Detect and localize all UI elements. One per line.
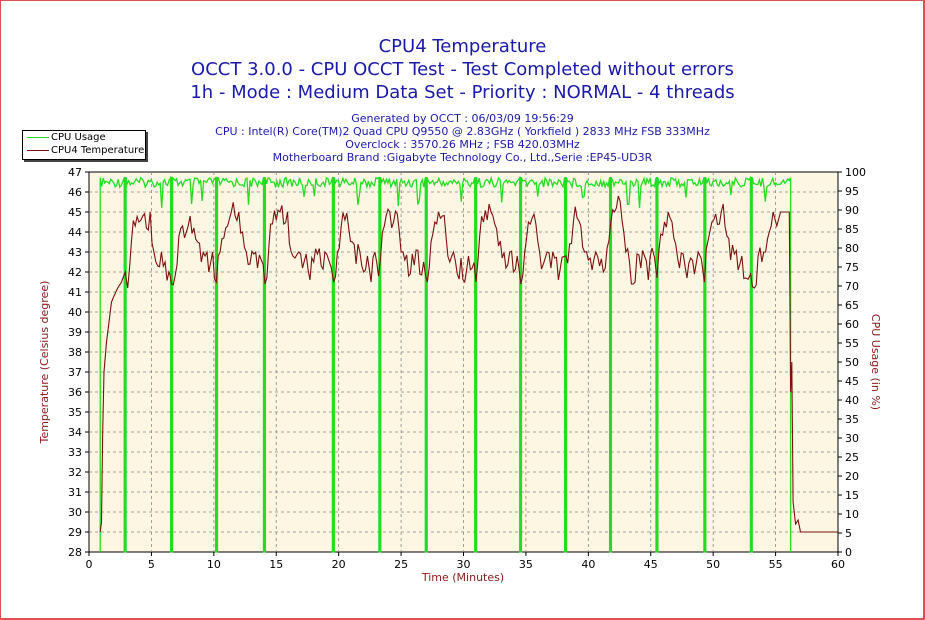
y-left-tick-label: 31: [68, 486, 82, 499]
y-right-tick-label: 45: [845, 375, 859, 388]
y-right-tick-label: 0: [845, 546, 852, 559]
y-left-tick-label: 45: [68, 206, 82, 219]
y-left-tick-label: 39: [68, 326, 82, 339]
plot-area: [88, 171, 839, 553]
legend-swatch-cpu-usage: [27, 137, 49, 138]
x-tick-label: 5: [148, 558, 155, 571]
info-motherboard: Motherboard Brand :Gigabyte Technology C…: [272, 151, 653, 164]
legend-label-cpu-usage: CPU Usage: [51, 132, 106, 143]
x-tick-label: 35: [519, 558, 533, 571]
y-right-tick-label: 35: [845, 413, 859, 426]
y-right-tick-label: 15: [845, 489, 859, 502]
x-tick-label: 55: [769, 558, 783, 571]
chart-legend: CPU Usage CPU4 Temperature: [22, 130, 146, 160]
y-right-tick-label: 40: [845, 394, 859, 407]
y-right-tick-label: 90: [845, 204, 859, 217]
x-tick-label: 45: [644, 558, 658, 571]
cpu-usage-series-line: [99, 175, 792, 553]
y-right-tick-label: 25: [845, 451, 859, 464]
y-right-tick-label: 55: [845, 337, 859, 350]
chart-subtitle-2: 1h - Mode : Medium Data Set - Priority :…: [190, 82, 735, 103]
cpu-temperature-series-line: [99, 195, 838, 533]
y-left-tick-label: 42: [68, 266, 82, 279]
y-left-tick-label: 35: [68, 406, 82, 419]
y-right-tick-label: 50: [845, 356, 859, 369]
y-left-tick-label: 33: [68, 446, 82, 459]
chart-subtitle-1: OCCT 3.0.0 - CPU OCCT Test - Test Comple…: [191, 59, 734, 80]
y-left-axis-ticks: 28 29 30 31 32 33 34 35 36 37 38 39 40 41 42 43 44 45 46 47: [68, 166, 89, 559]
y-right-axis-ticks: 0 5 10 15 20 25 30 35 40 45 50 55 60 65 70 75 80 85 90 95 10…: [838, 166, 866, 559]
y-right-tick-label: 100: [845, 166, 866, 179]
x-axis-label: Time (Minutes): [421, 571, 504, 584]
info-generated: Generated by OCCT : 06/03/09 19:56:29: [351, 112, 574, 125]
y-left-tick-label: 41: [68, 286, 82, 299]
x-axis-ticks: 0 5 10 15 20 25 30 35 40 45 50 55 60: [86, 552, 845, 571]
y-right-tick-label: 85: [845, 223, 859, 236]
y-left-tick-label: 43: [68, 246, 82, 259]
info-cpu: CPU : Intel(R) Core(TM)2 Quad CPU Q9550 …: [215, 125, 710, 138]
x-tick-label: 50: [706, 558, 720, 571]
x-tick-label: 40: [581, 558, 595, 571]
y-left-tick-label: 46: [68, 186, 82, 199]
y-left-tick-label: 37: [68, 366, 82, 379]
y-left-tick-label: 30: [68, 506, 82, 519]
y-right-tick-label: 95: [845, 185, 859, 198]
y-right-tick-label: 70: [845, 280, 859, 293]
y-left-tick-label: 38: [68, 346, 82, 359]
y-left-tick-label: 29: [68, 526, 82, 539]
legend-item-cpu-usage: CPU Usage: [23, 131, 145, 144]
y-right-tick-label: 60: [845, 318, 859, 331]
gridlines: [89, 172, 838, 552]
y-right-tick-label: 80: [845, 242, 859, 255]
y-left-tick-label: 34: [68, 426, 82, 439]
y-left-axis-label: Temperature (Celsius degree): [38, 281, 51, 445]
y-right-tick-label: 30: [845, 432, 859, 445]
x-tick-label: 20: [332, 558, 346, 571]
x-tick-label: 25: [394, 558, 408, 571]
legend-label-cpu-temperature: CPU4 Temperature: [51, 145, 145, 156]
chart-title: CPU4 Temperature: [378, 36, 547, 57]
y-left-tick-label: 32: [68, 466, 82, 479]
y-right-tick-label: 20: [845, 470, 859, 483]
y-left-tick-label: 44: [68, 226, 82, 239]
y-right-tick-label: 5: [845, 527, 852, 540]
y-right-tick-label: 65: [845, 299, 859, 312]
info-overclock: Overclock : 3570.26 MHz ; FSB 420.03MHz: [345, 138, 580, 151]
y-left-tick-label: 40: [68, 306, 82, 319]
legend-swatch-cpu-temperature: [27, 150, 49, 151]
y-right-tick-label: 75: [845, 261, 859, 274]
y-right-tick-label: 10: [845, 508, 859, 521]
legend-item-cpu-temperature: CPU4 Temperature: [23, 144, 145, 157]
x-tick-label: 60: [831, 558, 845, 571]
y-left-tick-label: 28: [68, 546, 82, 559]
y-left-tick-label: 36: [68, 386, 82, 399]
x-tick-label: 30: [457, 558, 471, 571]
x-tick-label: 15: [269, 558, 283, 571]
x-tick-label: 0: [86, 558, 93, 571]
y-left-tick-label: 47: [68, 166, 82, 179]
x-tick-label: 10: [207, 558, 221, 571]
y-right-axis-label: CPU Usage (in %): [869, 314, 882, 410]
